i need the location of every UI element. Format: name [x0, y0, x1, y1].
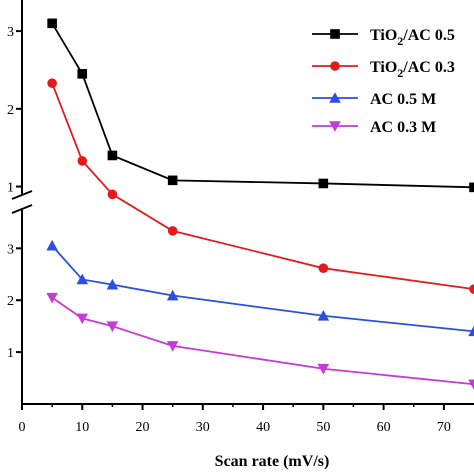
data-point — [167, 175, 178, 186]
data-point — [317, 309, 330, 321]
data-point — [469, 182, 474, 193]
legend-label: AC 0.3 M — [370, 119, 436, 136]
series-line-2 — [51, 82, 474, 291]
y-tick-label: 1 — [7, 181, 14, 196]
axes — [11, 0, 474, 410]
data-point — [46, 239, 58, 251]
legend-label: TiO2/AC 0.5 — [370, 27, 455, 48]
axis-break-mark — [11, 204, 33, 214]
data-point — [166, 289, 179, 301]
data-point — [77, 156, 88, 166]
series-markers — [46, 18, 474, 391]
x-tick-label: 10 — [75, 420, 89, 435]
legend-marker — [330, 61, 340, 71]
series-lines — [51, 22, 474, 386]
data-point — [107, 189, 118, 200]
x-tick-label: 0 — [19, 420, 26, 435]
data-point — [318, 178, 329, 189]
x-tick-label: 50 — [316, 420, 330, 435]
series-line-1 — [51, 22, 474, 189]
data-point — [106, 278, 119, 290]
y-tick-label: 3 — [7, 25, 14, 40]
data-point — [468, 379, 474, 391]
data-point — [76, 273, 89, 285]
data-point — [167, 226, 178, 236]
data-point — [47, 78, 57, 88]
legend-label: AC 0.5 M — [370, 91, 436, 108]
data-point — [318, 263, 329, 273]
legend: TiO2/AC 0.5 TiO2/AC 0.3 AC 0.5 M AC 0.3 M — [312, 27, 455, 136]
y-tick-label: 3 — [7, 242, 14, 257]
data-point — [77, 69, 88, 79]
data-point — [317, 363, 330, 375]
data-point — [46, 292, 58, 304]
y-tick-label: 2 — [7, 294, 14, 309]
x-tick-label: 70 — [437, 420, 451, 435]
series-line-4 — [51, 296, 474, 386]
data-point — [468, 325, 474, 337]
y-tick-label: 2 — [7, 103, 14, 118]
axis-break-mark — [11, 190, 33, 200]
data-point — [107, 150, 118, 161]
series-line-3 — [51, 245, 474, 333]
legend-marker — [330, 29, 340, 39]
legend-marker — [329, 121, 341, 132]
legend-marker — [329, 92, 341, 103]
x-tick-label: 40 — [256, 420, 270, 435]
x-tick-label: 60 — [377, 420, 391, 435]
x-tick-label: 20 — [136, 420, 150, 435]
legend-label: TiO2/AC 0.3 — [370, 59, 455, 80]
data-point — [469, 284, 474, 294]
y-tick-label: 1 — [7, 346, 14, 361]
data-point — [76, 313, 89, 325]
data-point — [106, 321, 119, 332]
x-axis-title: Scan rate (mV/s) — [215, 453, 330, 470]
data-point — [166, 341, 179, 352]
x-tick-label: 30 — [196, 420, 210, 435]
data-point — [47, 18, 57, 29]
